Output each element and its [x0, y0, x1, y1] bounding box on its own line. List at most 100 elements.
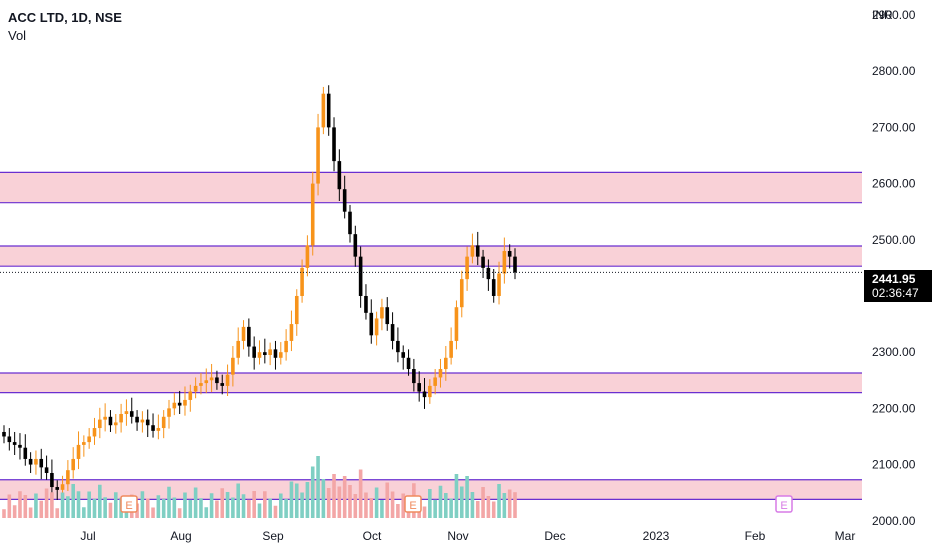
volume-bar	[39, 500, 44, 518]
candle-body	[326, 93, 331, 128]
volume-bar	[108, 502, 113, 518]
volume-bar	[92, 498, 97, 518]
candle-body	[513, 256, 517, 273]
volume-bar	[396, 504, 400, 518]
candle-body	[507, 251, 512, 257]
volume-bar	[231, 497, 235, 518]
candle-body	[353, 234, 358, 257]
candle-body	[28, 458, 33, 465]
volume-bar	[507, 489, 512, 518]
volume-bar	[76, 491, 81, 518]
candle-body	[50, 472, 54, 488]
y-tick-label: 2000.00	[872, 514, 916, 528]
earnings-marker	[775, 495, 793, 513]
y-tick-label: 2600.00	[872, 177, 916, 191]
candle-body	[231, 357, 235, 375]
volume-bar	[18, 491, 22, 518]
candle-body	[129, 411, 134, 417]
countdown-timer: 02:36:47	[872, 286, 919, 300]
volume-bar	[380, 500, 384, 518]
candle-body	[236, 340, 241, 358]
volume-bar	[124, 510, 129, 518]
volume-bar	[151, 507, 155, 518]
volume-bar	[310, 466, 315, 518]
candle-body	[305, 245, 310, 268]
y-tick-label: 2900.00	[872, 8, 916, 22]
candle-body	[465, 256, 469, 280]
candle-body	[145, 419, 150, 426]
volume-bar	[220, 488, 225, 518]
candle-body	[177, 402, 182, 406]
candle-body	[273, 349, 278, 358]
x-tick-label: Aug	[170, 529, 191, 543]
volume-bar	[103, 497, 107, 518]
volume-bar	[34, 493, 38, 518]
volume-bar	[177, 508, 182, 518]
candle-body	[284, 340, 288, 353]
candle-body	[385, 307, 390, 325]
symbol-title[interactable]: ACC LTD, 1D, NSE	[8, 10, 122, 25]
candle-body	[151, 425, 155, 431]
volume-bar	[332, 474, 336, 518]
volume-bar	[428, 489, 432, 518]
volume-bar	[497, 484, 501, 518]
candle-body	[60, 484, 65, 490]
volume-bar	[50, 492, 54, 518]
volume-bar	[263, 491, 267, 518]
last-price-box: 2441.95 02:36:47	[864, 270, 932, 302]
candle-body	[257, 352, 262, 358]
volume-bar	[433, 499, 437, 518]
volume-bar	[459, 486, 464, 518]
candle-body	[438, 369, 443, 378]
candle-body	[332, 127, 336, 162]
candle-body	[252, 346, 256, 358]
volume-bar	[369, 498, 374, 518]
candle-body	[167, 408, 171, 417]
candle-body	[199, 383, 203, 386]
candle-body	[82, 442, 86, 445]
volume-bar	[385, 482, 390, 518]
candle-body	[390, 324, 395, 341]
currency-label: INR	[872, 8, 893, 22]
volume-label: Vol	[8, 28, 27, 43]
x-tick-label: Oct	[363, 529, 382, 543]
candle-body	[172, 402, 177, 409]
volume-bar	[188, 499, 193, 518]
volume-bar	[167, 486, 171, 518]
volume-bar	[82, 507, 86, 518]
candle-body	[475, 245, 480, 257]
volume-bar	[172, 497, 177, 518]
candle-body	[268, 349, 272, 355]
volume-bar	[12, 505, 17, 518]
candle-body	[204, 380, 209, 384]
candle-body	[7, 436, 12, 443]
volume-bar	[294, 483, 299, 518]
volume-bar	[257, 503, 262, 518]
candle-body	[470, 245, 475, 257]
candle-body	[23, 447, 28, 459]
volume-bar	[28, 507, 33, 518]
candle-body	[135, 416, 139, 423]
volume-bar	[204, 507, 209, 518]
earnings-marker-label: E	[780, 500, 787, 512]
earnings-marker	[120, 495, 138, 513]
volume-bar	[316, 456, 320, 518]
x-tick-label: Sep	[262, 529, 284, 543]
candle-body	[241, 326, 246, 341]
candle-body	[449, 340, 453, 358]
volume-bar	[358, 469, 363, 518]
candle-body	[2, 431, 6, 437]
candle-body	[183, 399, 187, 406]
candle-body	[39, 458, 44, 468]
candle-body	[220, 383, 225, 386]
volume-bar	[491, 501, 496, 518]
candle-body	[369, 312, 374, 336]
volume-bar	[98, 484, 102, 518]
candle-body	[412, 369, 416, 384]
candle-body	[396, 340, 400, 353]
candle-body	[310, 183, 315, 246]
x-tick-label: Mar	[835, 529, 856, 543]
volume-bar	[44, 488, 49, 518]
